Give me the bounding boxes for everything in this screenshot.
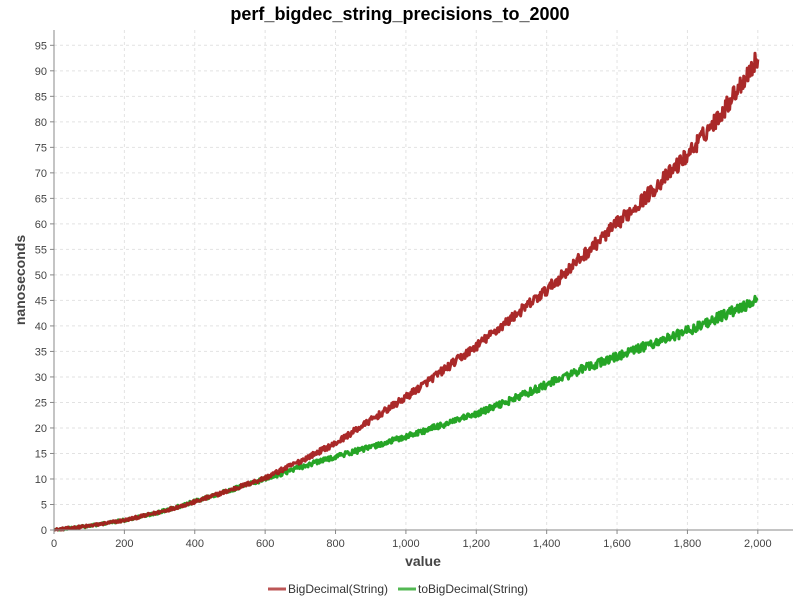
legend: BigDecimal(String) toBigDecimal(String)	[268, 582, 528, 596]
chart-title: perf_bigdec_string_precisions_to_2000	[230, 4, 569, 24]
y-tick-label: 65	[35, 193, 47, 205]
legend-label: toBigDecimal(String)	[418, 582, 528, 596]
x-tick-label: 1,400	[533, 538, 561, 550]
y-tick-label: 70	[35, 168, 47, 180]
y-tick-label: 0	[41, 525, 47, 537]
y-axis-label: nanoseconds	[12, 235, 28, 325]
x-tick-label: 1,600	[603, 538, 631, 550]
x-tick-label: 600	[256, 538, 274, 550]
y-tick-label: 80	[35, 117, 47, 129]
y-tick-label: 75	[35, 142, 47, 154]
legend-label: BigDecimal(String)	[288, 582, 388, 596]
y-tick-label: 15	[35, 448, 47, 460]
series-lines	[53, 51, 760, 532]
y-tick-label: 30	[35, 372, 47, 384]
x-tick-label: 800	[326, 538, 344, 550]
y-tick-label: 55	[35, 244, 47, 256]
legend-item-bigdecimal-string: BigDecimal(String)	[268, 582, 388, 596]
y-tick-label: 90	[35, 66, 47, 78]
x-tick-label: 200	[115, 538, 133, 550]
y-tick-label: 95	[35, 40, 47, 52]
axes: 0 5 10 15 20 25 30 35 40 45 50 55 60 65 70 75 80 85 90 95 0 2…	[35, 30, 793, 550]
x-tick-label: 400	[186, 538, 204, 550]
y-tick-label: 50	[35, 270, 47, 282]
y-tick-label: 20	[35, 423, 47, 435]
x-tick-label: 1,800	[674, 538, 702, 550]
y-tick-label: 35	[35, 346, 47, 358]
y-tick-label: 5	[41, 499, 47, 511]
y-tick-label: 40	[35, 321, 47, 333]
x-tick-label: 1,000	[392, 538, 420, 550]
x-tick-label: 1,200	[463, 538, 491, 550]
series-line-bigdecimal-string	[53, 51, 760, 532]
x-tick-label: 2,000	[744, 538, 772, 550]
y-tick-label: 45	[35, 295, 47, 307]
y-tick-label: 25	[35, 397, 47, 409]
legend-item-tobigdecimal-string: toBigDecimal(String)	[398, 582, 528, 596]
y-tick-label: 85	[35, 91, 47, 103]
y-tick-label: 10	[35, 474, 47, 486]
x-tick-label: 0	[51, 538, 57, 550]
x-axis-label: value	[405, 553, 441, 569]
y-tick-label: 60	[35, 219, 47, 231]
